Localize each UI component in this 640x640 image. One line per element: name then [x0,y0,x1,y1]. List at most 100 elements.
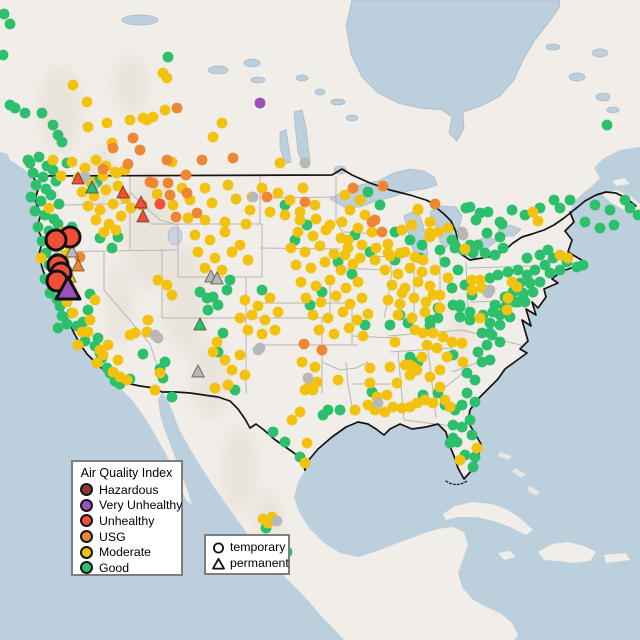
aqi-marker-good-temporary[interactable] [33,151,45,163]
aqi-marker-good-temporary[interactable] [37,171,49,183]
aqi-marker-moderate-temporary[interactable] [204,234,216,246]
aqi-marker-moderate-temporary[interactable] [320,224,332,236]
aqi-marker-missing-temporary[interactable] [271,515,283,527]
aqi-marker-moderate-temporary[interactable] [434,364,446,376]
aqi-marker-moderate-temporary[interactable] [359,209,371,221]
aqi-marker-unhealthy-temporary[interactable] [154,198,166,210]
aqi-marker-usg-temporary[interactable] [134,144,146,156]
aqi-marker-unhealthy-temporary[interactable] [44,228,68,252]
aqi-marker-good-temporary[interactable] [359,319,371,331]
aqi-marker-good-temporary[interactable] [608,219,620,231]
aqi-marker-usg-temporary[interactable] [164,189,176,201]
aqi-marker-moderate-temporary[interactable] [290,259,302,271]
aqi-marker-good-temporary[interactable] [45,189,57,201]
aqi-marker-moderate-temporary[interactable] [343,322,355,334]
aqi-marker-moderate-temporary[interactable] [396,287,408,299]
aqi-marker-good-temporary[interactable] [456,421,468,433]
aqi-marker-moderate-temporary[interactable] [309,199,321,211]
aqi-marker-usg-temporary[interactable] [298,338,310,350]
aqi-marker-good-temporary[interactable] [564,194,576,206]
aqi-marker-moderate-temporary[interactable] [219,226,231,238]
aqi-marker-moderate-temporary[interactable] [242,254,254,266]
aqi-marker-good-temporary[interactable] [594,222,606,234]
aqi-marker-moderate-temporary[interactable] [382,238,394,250]
aqi-marker-usg-temporary[interactable] [316,344,328,356]
aqi-marker-good-temporary[interactable] [527,286,539,298]
aqi-marker-good-temporary[interactable] [489,249,501,261]
aqi-marker-moderate-temporary[interactable] [115,210,127,222]
aqi-marker-moderate-temporary[interactable] [206,197,218,209]
aqi-marker-good-temporary[interactable] [29,205,41,217]
aqi-marker-moderate-temporary[interactable] [239,369,251,381]
aqi-marker-good-temporary[interactable] [82,304,94,316]
aqi-marker-moderate-temporary[interactable] [211,336,223,348]
aqi-marker-moderate-temporary[interactable] [408,292,420,304]
aqi-marker-moderate-temporary[interactable] [279,209,291,221]
aqi-marker-good-temporary[interactable] [137,348,149,360]
aqi-marker-moderate-temporary[interactable] [340,282,352,294]
aqi-marker-good-temporary[interactable] [482,206,494,218]
aqi-marker-good-temporary[interactable] [207,291,219,303]
aqi-marker-missing-temporary[interactable] [484,284,496,296]
aqi-marker-good-temporary[interactable] [460,202,472,214]
aqi-marker-moderate-temporary[interactable] [94,204,106,216]
aqi-marker-moderate-temporary[interactable] [396,402,408,414]
aqi-marker-good-temporary[interactable] [476,356,488,368]
aqi-marker-usg-temporary[interactable] [376,226,388,238]
aqi-marker-moderate-temporary[interactable] [389,336,401,348]
aqi-marker-moderate-temporary[interactable] [82,200,94,212]
aqi-marker-moderate-temporary[interactable] [121,374,133,386]
aqi-marker-good-temporary[interactable] [476,327,488,339]
aqi-marker-good-temporary[interactable] [624,202,636,214]
aqi-marker-good-temporary[interactable] [36,107,48,119]
aqi-marker-good-temporary[interactable] [279,436,291,448]
aqi-marker-good-temporary[interactable] [494,231,506,243]
aqi-marker-moderate-temporary[interactable] [339,249,351,261]
aqi-marker-moderate-temporary[interactable] [82,326,94,338]
aqi-marker-moderate-temporary[interactable] [209,382,221,394]
aqi-marker-unhealthy-permanent[interactable] [134,195,148,209]
aqi-marker-good-temporary[interactable] [404,234,416,246]
aqi-marker-moderate-temporary[interactable] [384,361,396,373]
aqi-marker-moderate-temporary[interactable] [416,266,428,278]
aqi-marker-moderate-temporary[interactable] [419,306,431,318]
aqi-marker-missing-permanent[interactable] [191,364,205,378]
aqi-marker-good-temporary[interactable] [346,268,358,280]
aqi-marker-moderate-temporary[interactable] [272,306,284,318]
aqi-marker-moderate-temporary[interactable] [344,298,356,310]
aqi-marker-usg-temporary[interactable] [366,216,378,228]
aqi-marker-moderate-temporary[interactable] [370,242,382,254]
aqi-marker-moderate-temporary[interactable] [444,401,456,413]
aqi-marker-usg-temporary[interactable] [144,176,156,188]
aqi-marker-moderate-temporary[interactable] [35,252,47,264]
aqi-marker-moderate-temporary[interactable] [391,377,403,389]
aqi-marker-usg-temporary[interactable] [122,158,134,170]
aqi-marker-good-temporary[interactable] [452,264,464,276]
aqi-marker-moderate-temporary[interactable] [424,216,436,228]
aqi-marker-moderate-temporary[interactable] [47,154,59,166]
aqi-marker-good-temporary[interactable] [424,314,436,326]
aqi-marker-moderate-temporary[interactable] [369,254,381,266]
aqi-marker-good-temporary[interactable] [56,136,68,148]
aqi-marker-moderate-temporary[interactable] [216,117,228,129]
aqi-marker-usg-temporary[interactable] [171,102,183,114]
aqi-marker-usg-temporary[interactable] [347,182,359,194]
aqi-marker-moderate-temporary[interactable] [110,224,122,236]
aqi-marker-moderate-temporary[interactable] [219,354,231,366]
aqi-marker-moderate-temporary[interactable] [339,189,351,201]
aqi-marker-moderate-temporary[interactable] [309,361,321,373]
aqi-marker-good-temporary[interactable] [159,356,171,368]
aqi-marker-usg-temporary[interactable] [196,154,208,166]
aqi-marker-good-temporary[interactable] [534,276,546,288]
aqi-marker-moderate-temporary[interactable] [252,300,264,312]
aqi-marker-usg-temporary[interactable] [299,196,311,208]
aqi-marker-moderate-temporary[interactable] [310,280,322,292]
aqi-marker-good-temporary[interactable] [9,102,21,114]
aqi-marker-moderate-temporary[interactable] [387,401,399,413]
aqi-marker-good-temporary[interactable] [374,199,386,211]
aqi-marker-moderate-temporary[interactable] [417,254,429,266]
aqi-marker-good-temporary[interactable] [521,252,533,264]
aqi-marker-good-temporary[interactable] [217,327,229,339]
aqi-marker-moderate-temporary[interactable] [336,216,348,228]
